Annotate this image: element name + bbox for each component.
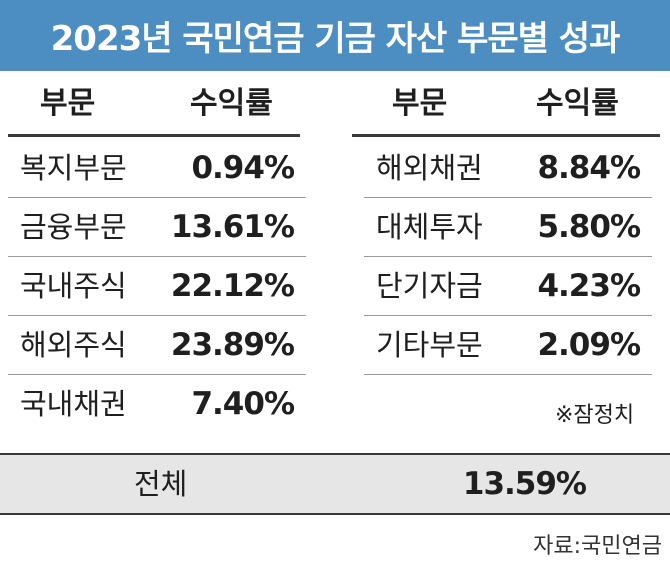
table-row: 단기자금 4.23% — [376, 257, 641, 315]
return-value: 7.40% — [191, 386, 295, 422]
row-divider — [364, 256, 652, 257]
table-row: 기타부문 2.09% — [376, 316, 641, 374]
table-row: 국내주식 22.12% — [20, 257, 295, 315]
right-return-header: 수익률 — [536, 86, 619, 121]
return-value: 4.23% — [537, 268, 641, 304]
row-divider — [8, 374, 306, 375]
return-value: 8.84% — [537, 150, 641, 186]
total-row: 전체 13.59% — [0, 453, 670, 515]
row-divider — [8, 315, 306, 316]
provisional-note: ※잠정치 — [555, 403, 635, 428]
return-value: 2.09% — [537, 327, 641, 363]
left-category-header: 부문 — [40, 86, 96, 121]
total-label: 전체 — [134, 467, 188, 501]
table-row: 해외채권 8.84% — [376, 139, 641, 197]
row-divider — [8, 197, 306, 198]
category-label: 해외채권 — [376, 151, 483, 185]
return-value: 23.89% — [170, 327, 295, 363]
row-divider — [364, 315, 652, 316]
return-value: 13.61% — [170, 209, 295, 245]
left-return-header: 수익률 — [190, 86, 273, 121]
total-value: 13.59% — [462, 466, 587, 502]
category-label: 국내주식 — [20, 269, 127, 303]
category-label: 대체투자 — [376, 210, 483, 244]
chart-title: 2023년 국민연금 기금 자산 부문별 성과 — [0, 0, 670, 71]
category-label: 해외주식 — [20, 328, 127, 362]
right-header-divider — [352, 134, 660, 137]
table-row: 국내채권 7.40% — [20, 375, 295, 433]
row-divider — [364, 374, 652, 375]
return-value: 5.80% — [537, 209, 641, 245]
table-row: 대체투자 5.80% — [376, 198, 641, 256]
source-note: 자료:국민연금 — [533, 534, 662, 559]
category-label: 국내채권 — [20, 387, 127, 421]
left-header-divider — [8, 134, 300, 137]
row-divider — [8, 256, 306, 257]
table-row: 해외주식 23.89% — [20, 316, 295, 374]
row-divider — [364, 197, 652, 198]
return-value: 0.94% — [191, 150, 295, 186]
category-label: 단기자금 — [376, 269, 483, 303]
table-row: 복지부문 0.94% — [20, 139, 295, 197]
category-label: 금융부문 — [20, 210, 127, 244]
right-category-header: 부문 — [392, 86, 448, 121]
category-label: 복지부문 — [20, 151, 127, 185]
category-label: 기타부문 — [376, 328, 483, 362]
return-value: 22.12% — [170, 268, 295, 304]
table-row: 금융부문 13.61% — [20, 198, 295, 256]
